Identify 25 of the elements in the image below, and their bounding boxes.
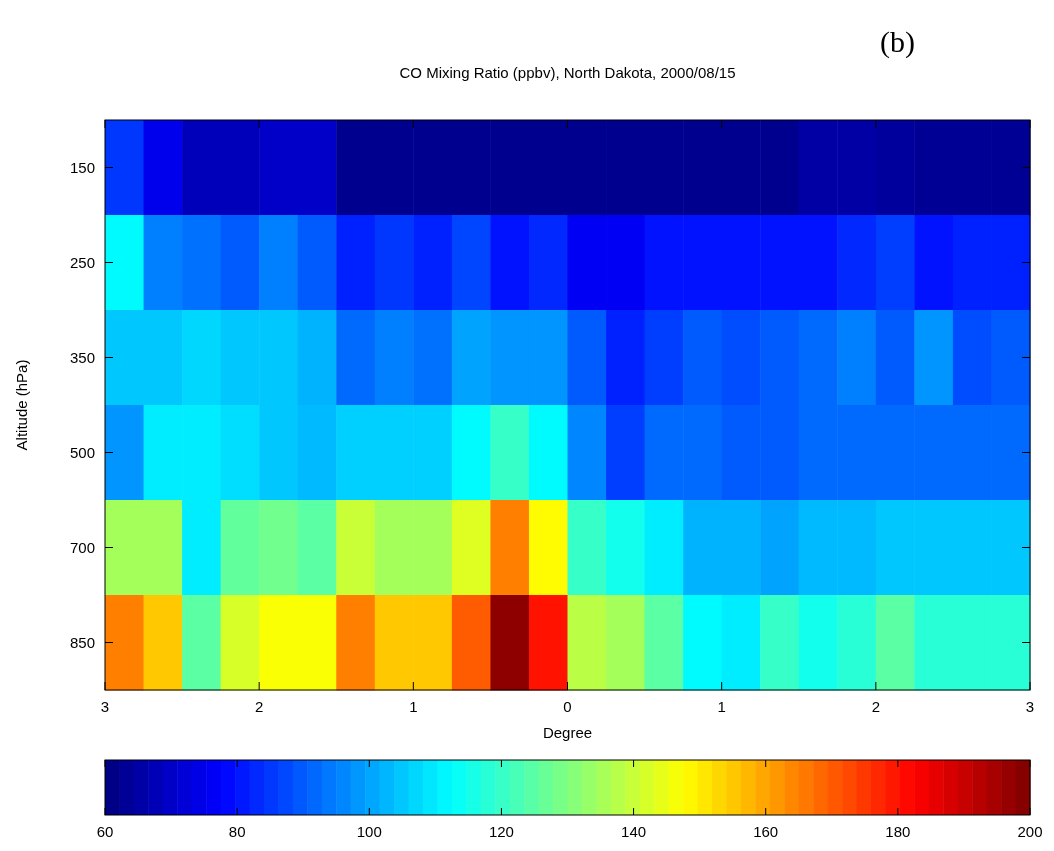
x-tick-label: 1 — [409, 698, 418, 715]
color-bar-label: 60 — [96, 823, 114, 840]
y-tick-label: 850 — [69, 633, 95, 651]
chart-title: CO Mixing Ratio (ppbv), North Dakota, 2000/08/15 — [399, 64, 736, 81]
color-bar-label: 120 — [488, 823, 514, 840]
x-axis-title: Degree — [542, 724, 593, 741]
y-tick-label: 150 — [69, 158, 95, 176]
color-bar-label: 180 — [885, 823, 911, 840]
color-bar-label: 140 — [621, 823, 647, 840]
text: (b) — [880, 25, 915, 59]
x-tick-label: 3 — [100, 698, 110, 715]
color-bar-label: 160 — [753, 823, 779, 840]
x-tick-label: 0 — [563, 698, 572, 715]
color-bar-label: 100 — [356, 823, 382, 840]
x-tick-label: 2 — [871, 698, 881, 715]
color-bar-label: 200 — [1017, 823, 1043, 840]
x-tick-label: 2 — [254, 698, 264, 715]
y-tick-label: 250 — [69, 253, 95, 271]
y-tick-label: 350 — [69, 348, 95, 366]
color-bar-label: 80 — [228, 823, 246, 840]
y-tick-label: 500 — [69, 443, 95, 461]
x-tick-label: 1 — [717, 698, 726, 715]
x-tick-label: 3 — [1025, 698, 1035, 715]
y-axis-title: Altitude (hPa) — [13, 359, 30, 451]
y-tick-label: 700 — [69, 538, 95, 556]
